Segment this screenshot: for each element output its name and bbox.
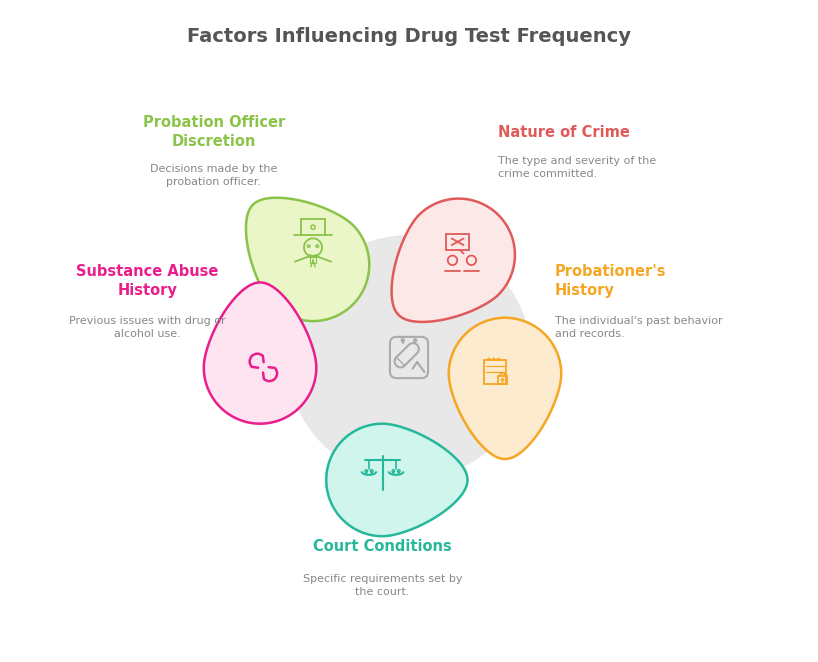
Text: Probation Officer
Discretion: Probation Officer Discretion [142, 115, 285, 150]
Bar [497, 376, 507, 384]
Polygon shape [204, 283, 317, 424]
Text: Factors Influencing Drug Test Frequency: Factors Influencing Drug Test Frequency [187, 27, 631, 46]
Text: Substance Abuse
History: Substance Abuse History [76, 264, 218, 299]
Text: The individual's past behavior
and records.: The individual's past behavior and recor… [555, 316, 722, 340]
Text: The type and severity of the
crime committed.: The type and severity of the crime commi… [498, 156, 657, 179]
Circle shape [286, 235, 532, 480]
Polygon shape [392, 199, 515, 322]
Polygon shape [326, 424, 468, 536]
Bar [484, 360, 506, 384]
Text: Probationer's
History: Probationer's History [555, 264, 666, 299]
Text: Previous issues with drug or
alcohol use.: Previous issues with drug or alcohol use… [70, 316, 226, 340]
Polygon shape [246, 198, 369, 321]
Polygon shape [449, 318, 561, 459]
Text: Nature of Crime: Nature of Crime [498, 125, 630, 140]
Text: Specific requirements set by
the court.: Specific requirements set by the court. [303, 574, 462, 598]
Bar [446, 234, 470, 250]
Text: Decisions made by the
probation officer.: Decisions made by the probation officer. [150, 164, 277, 187]
Text: Court Conditions: Court Conditions [313, 539, 452, 553]
